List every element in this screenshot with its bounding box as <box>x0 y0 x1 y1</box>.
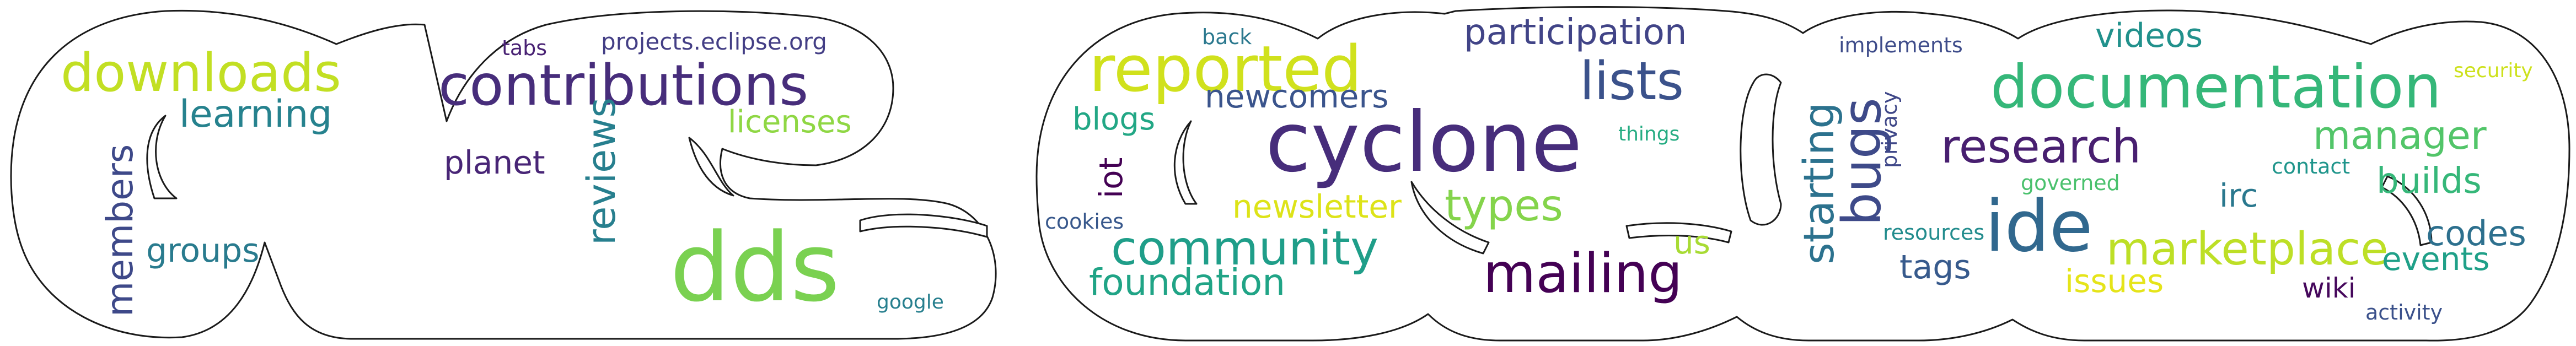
word-blogs: blogs <box>1072 101 1155 137</box>
word-lists: lists <box>1580 51 1684 112</box>
word-builds: builds <box>2376 161 2482 202</box>
word-google: google <box>877 291 944 313</box>
word-issues: issues <box>2065 262 2164 300</box>
word-codes: codes <box>2426 213 2526 253</box>
word-newsletter: newsletter <box>1232 188 1402 225</box>
word-participation: participation <box>1464 12 1687 53</box>
words: downloads learning members groups contri… <box>61 12 2533 325</box>
word-bugs: bugs <box>1831 98 1893 226</box>
word-planet: planet <box>444 144 545 181</box>
word-licenses: licenses <box>728 104 852 140</box>
word-privacy: privacy <box>1877 91 1902 168</box>
word-community: community <box>1111 221 1378 276</box>
word-contributions: contributions <box>438 53 808 118</box>
word-governed: governed <box>2021 171 2120 195</box>
word-activity: activity <box>2365 300 2443 325</box>
word-videos: videos <box>2095 17 2203 55</box>
word-learning: learning <box>179 93 332 136</box>
word-marketplace: marketplace <box>2106 223 2389 275</box>
word-security: security <box>2454 60 2533 82</box>
word-cookies: cookies <box>1045 209 1124 234</box>
word-mailing: mailing <box>1483 242 1683 305</box>
word-reported: reported <box>1089 33 1362 106</box>
word-manager: manager <box>2313 113 2487 158</box>
word-resources: resources <box>1883 220 1984 245</box>
word-back: back <box>1202 25 1252 49</box>
word-events: events <box>2382 240 2489 278</box>
word-newcomers: newcomers <box>1205 78 1389 115</box>
mask-shape-left <box>10 9 997 340</box>
word-reviews: reviews <box>579 98 624 245</box>
word-us: us <box>1673 224 1710 261</box>
word-documentation: documentation <box>1990 53 2441 122</box>
word-irc: irc <box>2219 177 2258 214</box>
word-ide: ide <box>1985 186 2093 268</box>
word-dds: dds <box>670 212 840 323</box>
word-things: things <box>1618 123 1679 145</box>
word-groups: groups <box>146 231 260 270</box>
word-iot: iot <box>1092 158 1130 198</box>
mask-shape-right <box>1035 6 2570 342</box>
word-tags: tags <box>1899 248 1971 286</box>
word-starting: starting <box>1794 102 1843 264</box>
word-members: members <box>99 144 141 317</box>
word-wiki: wiki <box>2302 272 2356 304</box>
word-cyclone: cyclone <box>1265 95 1582 191</box>
word-tabs: tabs <box>502 36 547 60</box>
word-research: research <box>1941 120 2141 174</box>
word-projects-eclipse-org: projects.eclipse.org <box>601 28 827 55</box>
word-implements: implements <box>1839 33 1963 57</box>
word-downloads: downloads <box>61 43 341 104</box>
word-types: types <box>1445 181 1563 231</box>
word-foundation: foundation <box>1089 261 1285 304</box>
word-contact: contact <box>2272 154 2350 179</box>
